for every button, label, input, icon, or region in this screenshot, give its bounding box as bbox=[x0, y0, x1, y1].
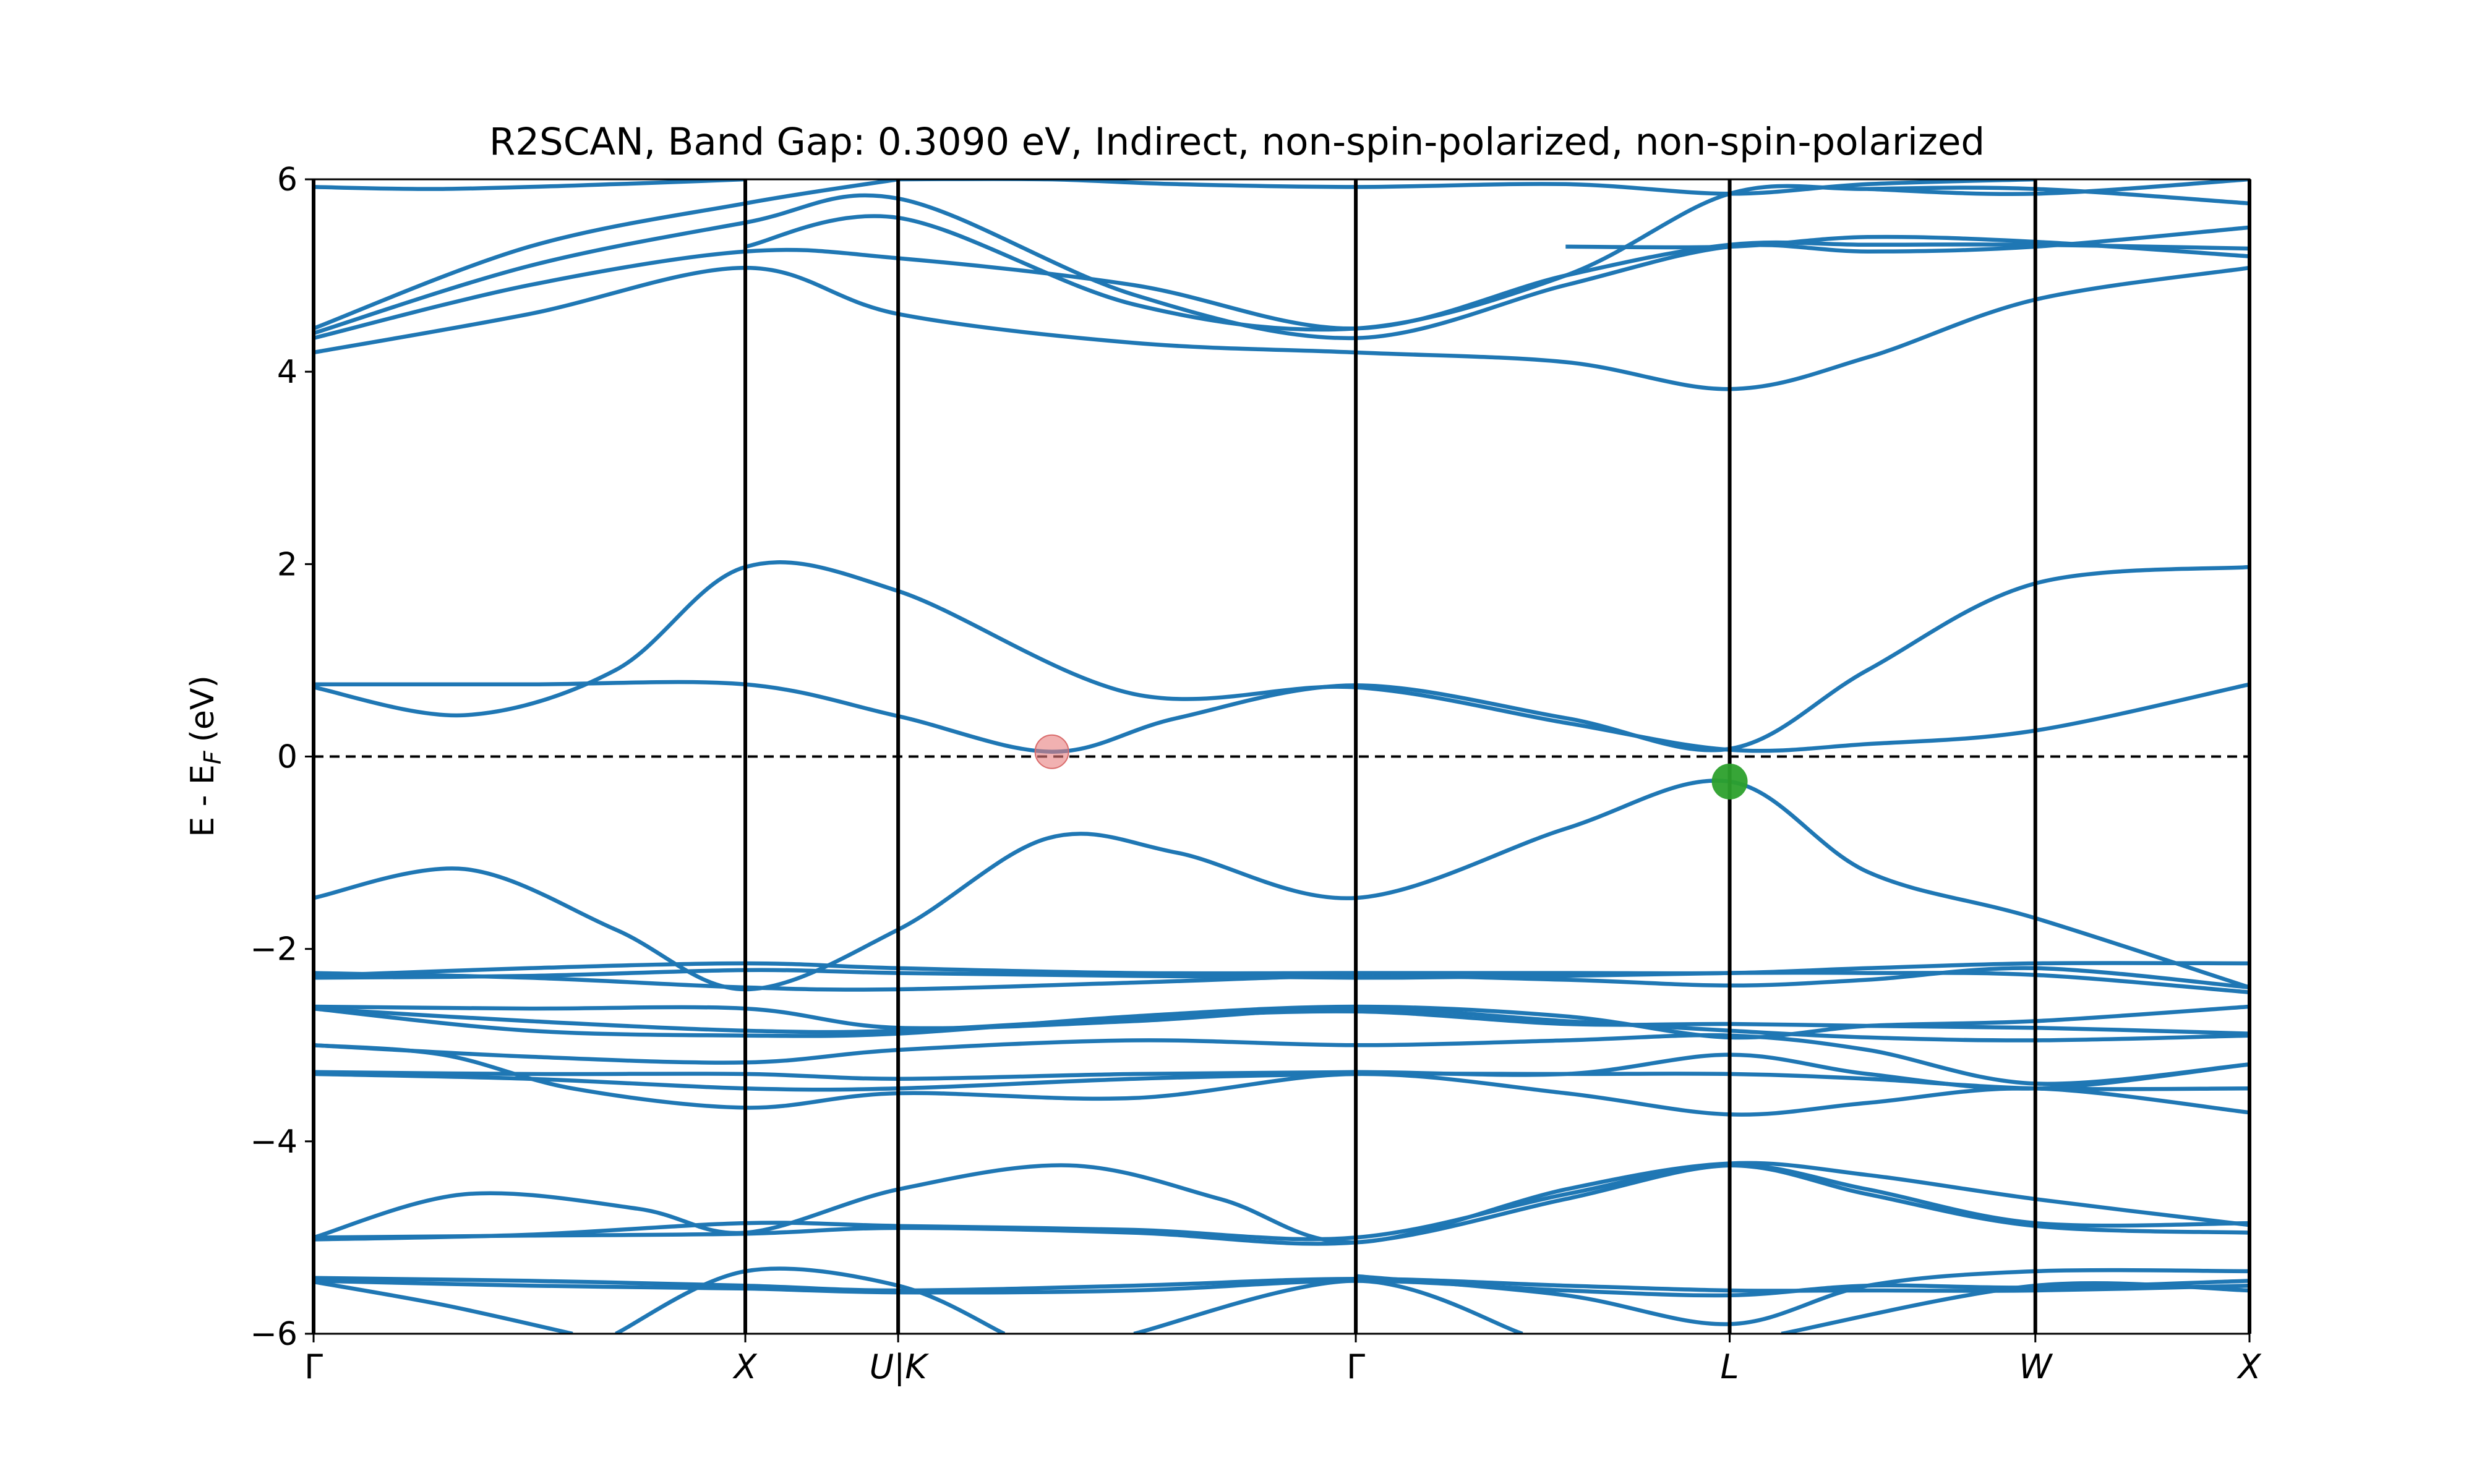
chart-title: R2SCAN, Band Gap: 0.3090 eV, Indirect, n… bbox=[489, 120, 1985, 164]
band-line-band-29 bbox=[314, 179, 745, 189]
band-line-band-11 bbox=[314, 1045, 2249, 1114]
plot-area: Γ X U|K Γ L W X 6 4 2 0 −2 −4 −6 bbox=[250, 161, 2261, 1386]
y-tick-label-6: −6 bbox=[250, 1316, 297, 1353]
band-line-band-23 bbox=[314, 567, 2249, 752]
band-line-band-21 bbox=[314, 780, 2249, 989]
x-tick-label-5: W bbox=[2019, 1347, 2053, 1386]
band-line-band-1 bbox=[314, 1282, 573, 1334]
x-tick-label-0: Γ bbox=[304, 1347, 323, 1386]
y-tick-label-3: 0 bbox=[277, 739, 297, 776]
band-line-band-17 bbox=[314, 1009, 2249, 1034]
band-line-band-26 bbox=[314, 195, 2249, 338]
y-tick-label-4: −2 bbox=[250, 931, 297, 968]
band-line-band-30 bbox=[898, 179, 2035, 194]
y-tick-label-0: 6 bbox=[277, 161, 297, 198]
y-tick-label-2: 2 bbox=[277, 546, 297, 583]
cbm-marker bbox=[1035, 735, 1069, 769]
x-tick-label-1: X bbox=[732, 1347, 758, 1386]
band-line-band-6 bbox=[1356, 1270, 2249, 1324]
vbm-marker bbox=[1712, 764, 1748, 800]
band-line-band-4 bbox=[616, 1269, 1004, 1334]
x-tick-label-3: Γ bbox=[1346, 1347, 1365, 1386]
x-tick-label-2: U|K bbox=[870, 1347, 930, 1386]
y-axis-label-main: E - E bbox=[184, 764, 221, 837]
y-axis-label: E - EF (eV) bbox=[184, 675, 226, 837]
y-axis-label-unit: (eV) bbox=[184, 675, 221, 742]
x-tick-label-4: L bbox=[1721, 1347, 1739, 1386]
y-axis-label-subscript: F bbox=[199, 750, 226, 764]
y-tick-label-1: 4 bbox=[277, 354, 297, 391]
x-tick-label-6: X bbox=[2236, 1347, 2262, 1386]
y-tick-label-5: −4 bbox=[250, 1124, 297, 1161]
band-line-band-22 bbox=[314, 562, 2249, 751]
